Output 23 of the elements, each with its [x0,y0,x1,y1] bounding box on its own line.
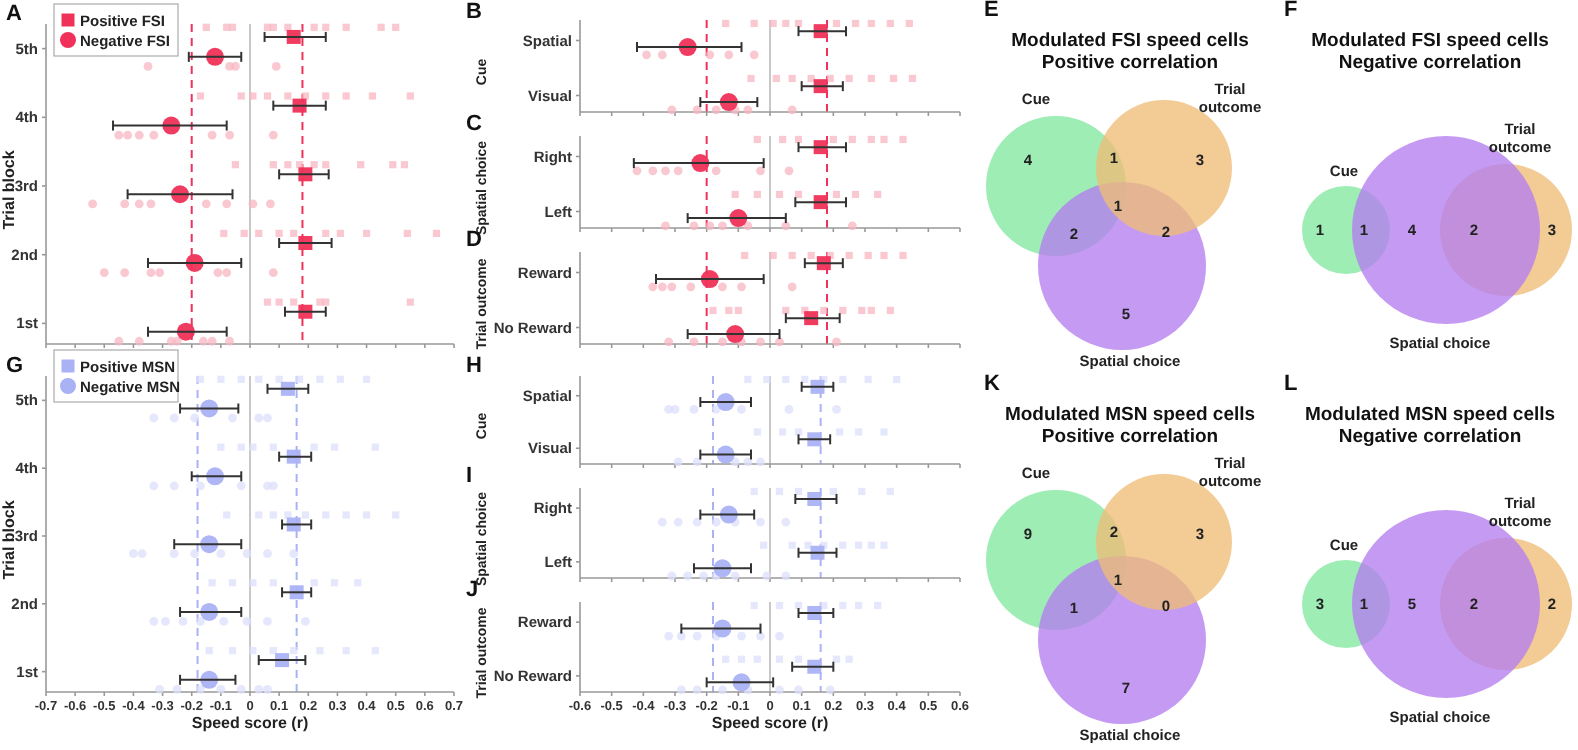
text: H [466,354,482,378]
text: E [984,0,999,22]
text: Positive correlation [1041,52,1219,74]
text: Negative correlation [1338,52,1522,74]
text: J [466,578,479,602]
text: K [984,372,1000,396]
text: G [6,354,24,378]
text: F [1284,0,1298,22]
text: Modulated MSN speed cells [1304,404,1556,426]
text: L [1284,372,1298,396]
y-axis-title: Trial block [0,149,18,230]
text: Modulated FSI speed cells [1011,30,1249,52]
x-axis-title: Speed score (r) [711,714,829,732]
text: C [466,112,482,136]
text: Negative correlation [1338,426,1522,448]
x-axis-title: Speed score (r) [191,714,309,732]
text: B [466,0,482,24]
y-axis-title: Trial block [0,499,18,580]
text: Positive correlation [1041,426,1219,448]
text: Modulated MSN speed cells [1004,404,1256,426]
text: A [6,2,22,26]
text: Modulated FSI speed cells [1311,30,1549,52]
text: I [466,464,473,488]
